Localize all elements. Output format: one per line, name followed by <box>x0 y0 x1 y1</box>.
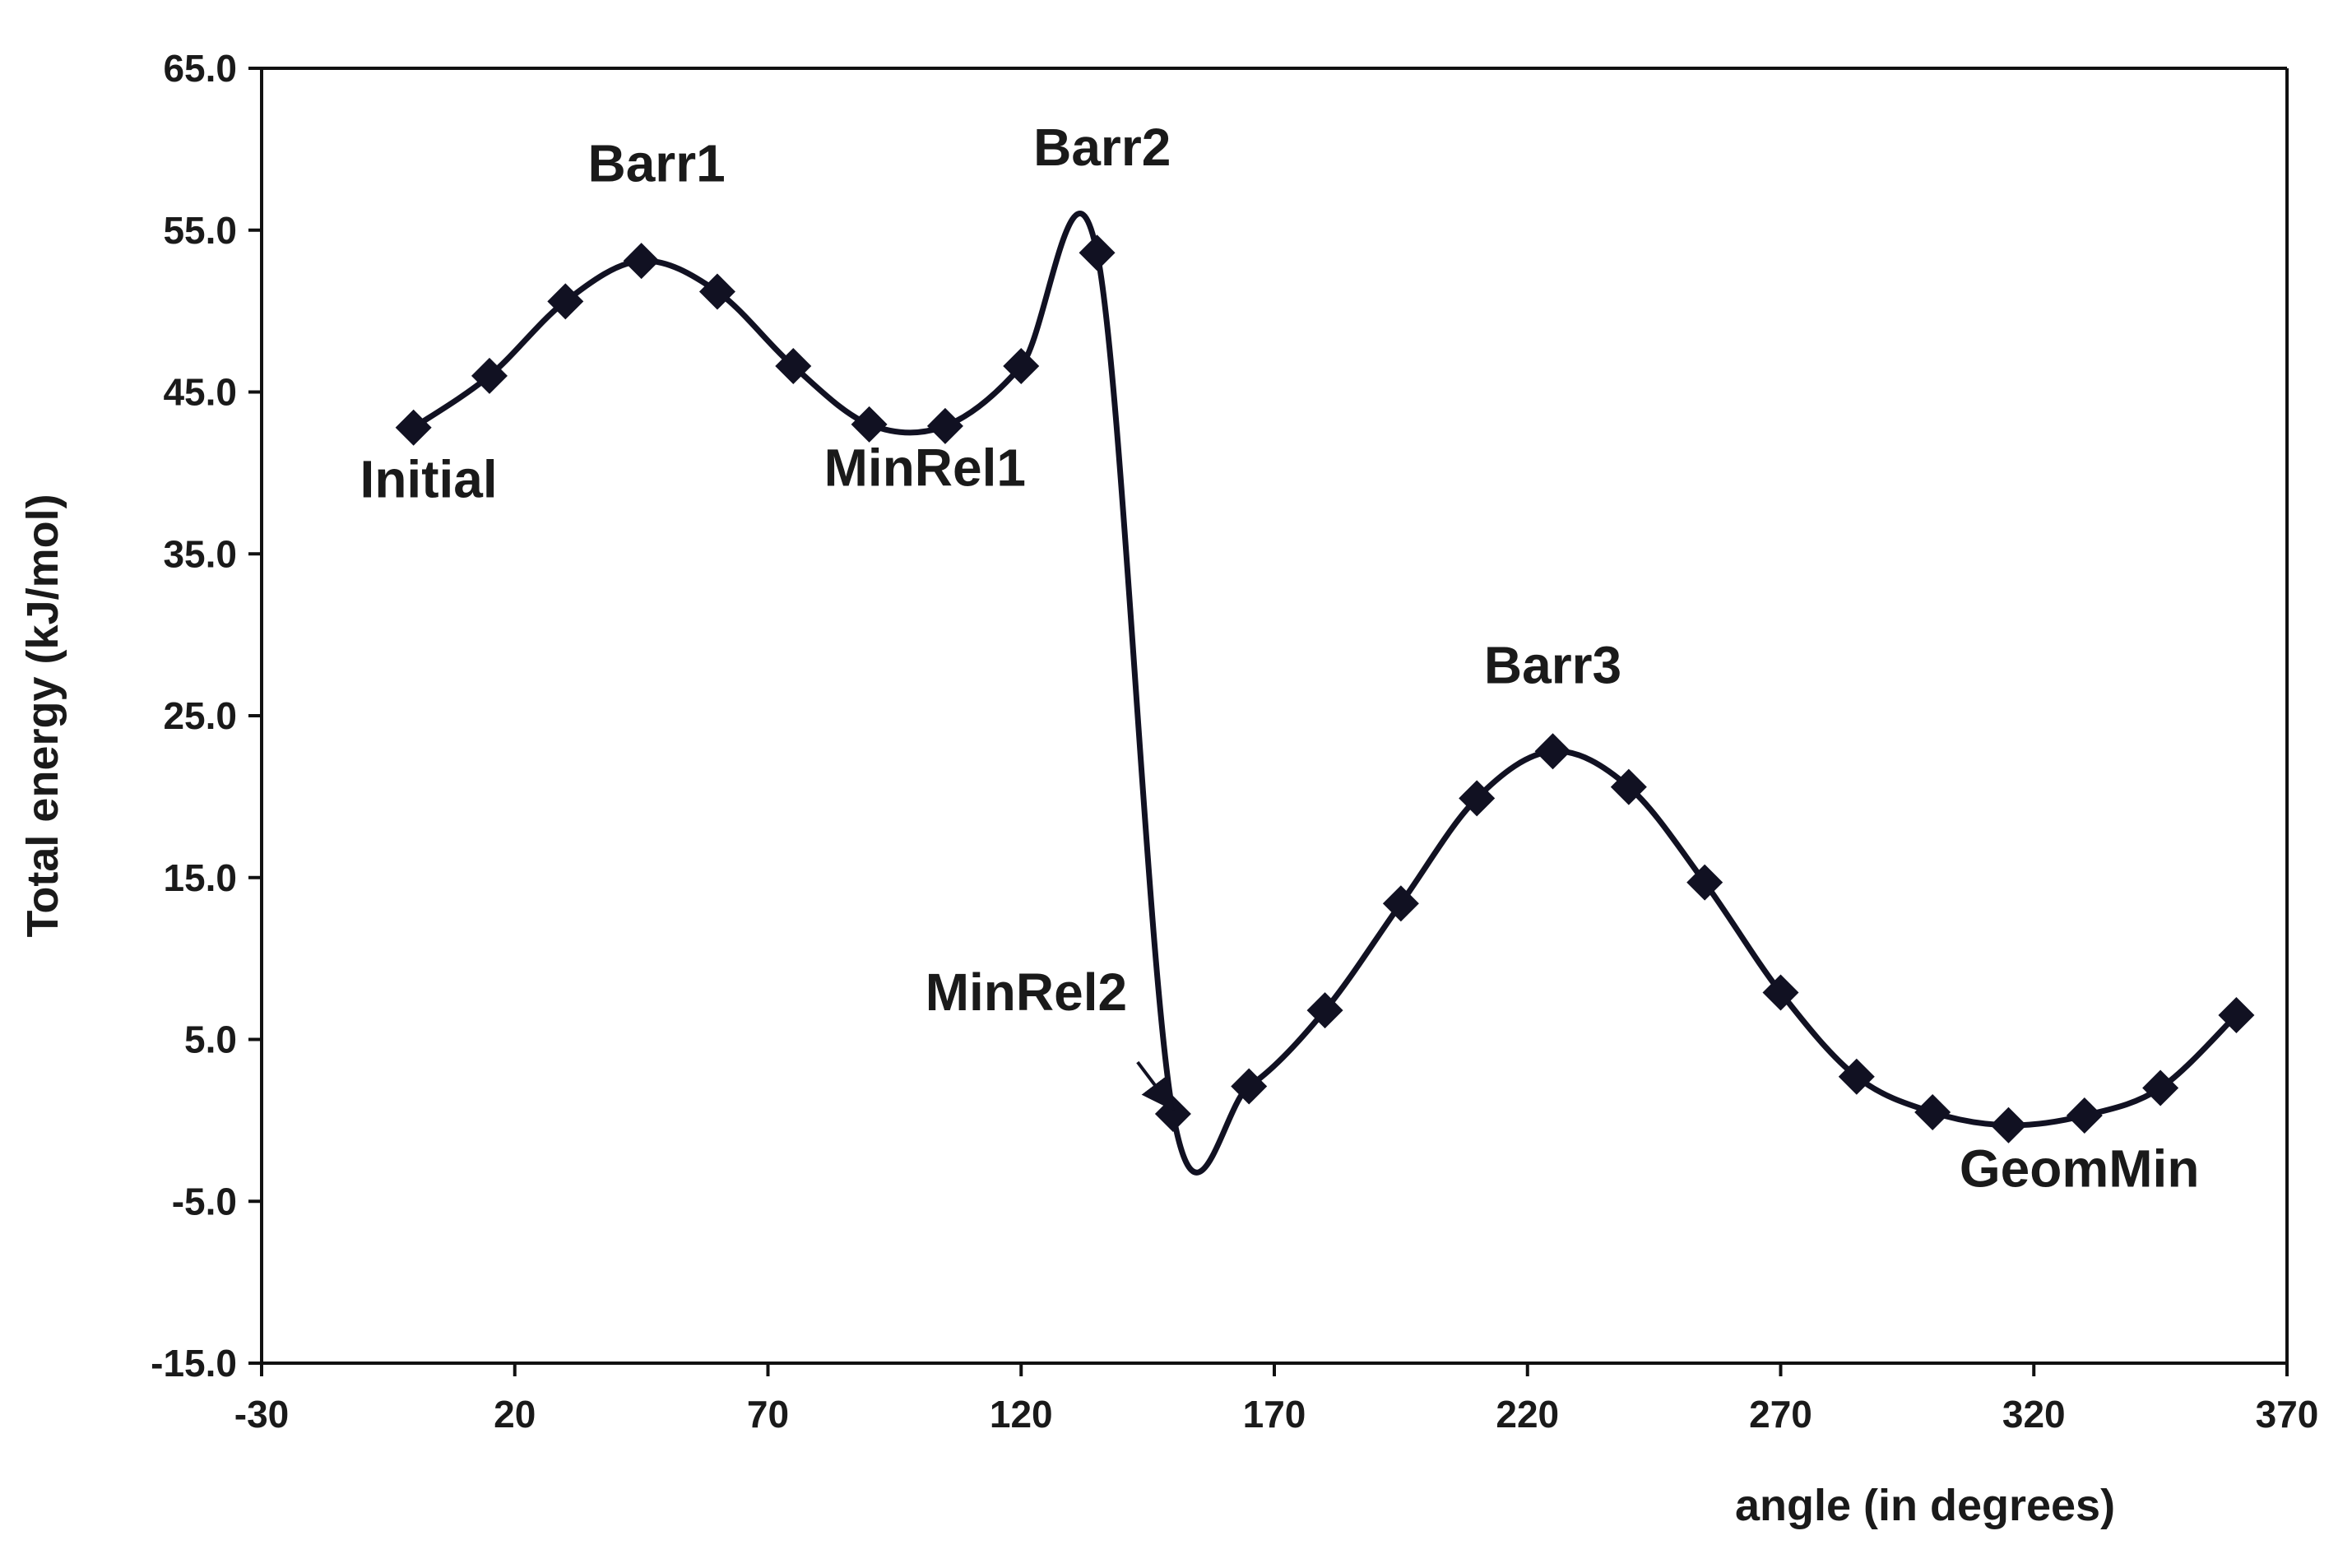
data-point <box>775 348 812 385</box>
data-point <box>2066 1097 2103 1134</box>
data-point <box>1079 234 1116 271</box>
data-point <box>547 283 584 320</box>
data-point <box>1990 1106 2027 1144</box>
data-point <box>1003 348 1040 385</box>
data-point <box>1914 1094 1951 1131</box>
y-tick-label: 25.0 <box>163 694 237 737</box>
minrel2-arrow <box>1136 1060 1175 1111</box>
data-markers <box>395 234 2255 1144</box>
data-point <box>1686 864 1723 901</box>
y-tick-label: 55.0 <box>163 209 237 252</box>
y-tick-label: -15.0 <box>151 1342 237 1385</box>
annotation-label: GeomMin <box>1960 1139 2200 1199</box>
data-point <box>851 406 888 443</box>
data-point <box>1382 885 1419 922</box>
data-point <box>1534 733 1571 770</box>
x-tick-label: 70 <box>747 1393 789 1436</box>
y-tick-label: 65.0 <box>163 47 237 90</box>
annotations: Initial Barr1 Barr2 MinRel1 MinRel2 Barr3 Geom… <box>360 118 2200 1198</box>
data-point <box>1459 780 1496 817</box>
y-tick-label: 15.0 <box>163 856 237 899</box>
data-point <box>1610 768 1647 805</box>
data-point <box>471 357 508 394</box>
y-tick-label: -5.0 <box>172 1180 237 1222</box>
data-point <box>1231 1068 1268 1105</box>
x-tick-label: 20 <box>494 1393 536 1436</box>
annotation-label: Initial <box>360 449 498 508</box>
annotation-label: Barr1 <box>587 134 725 193</box>
x-tick-label: 220 <box>1496 1393 1559 1436</box>
y-axis: -15.0 -5.0 5.0 15.0 25.0 35.0 45.0 55.0 65.0 <box>151 47 262 1385</box>
annotation-label: Barr3 <box>1484 636 1621 695</box>
x-tick-label: 120 <box>990 1393 1053 1436</box>
annotation-label: MinRel1 <box>824 438 1026 498</box>
x-tick-label: 370 <box>2256 1393 2319 1436</box>
x-tick-label: 320 <box>2002 1393 2066 1436</box>
x-axis: -30 20 70 120 170 220 270 320 370 <box>234 1363 2319 1436</box>
data-point <box>1762 974 1799 1011</box>
data-point <box>698 273 735 310</box>
data-point <box>395 409 432 446</box>
annotation-label: MinRel2 <box>925 963 1127 1022</box>
x-tick-label: 170 <box>1243 1393 1306 1436</box>
data-point <box>623 243 660 280</box>
y-tick-label: 5.0 <box>184 1018 237 1061</box>
y-tick-label: 45.0 <box>163 371 237 414</box>
x-tick-label: 270 <box>1749 1393 1812 1436</box>
data-point <box>926 407 963 444</box>
data-point <box>1838 1058 1875 1095</box>
y-tick-label: 35.0 <box>163 532 237 575</box>
x-axis-title: angle (in degrees) <box>1735 1481 2115 1530</box>
annotation-label: Barr2 <box>1033 118 1171 177</box>
x-tick-label: -30 <box>234 1393 289 1436</box>
y-axis-title: Total energy (kJ/mol) <box>18 494 67 937</box>
data-point <box>2142 1069 2179 1106</box>
data-point <box>2218 996 2255 1033</box>
data-point <box>1306 992 1343 1029</box>
